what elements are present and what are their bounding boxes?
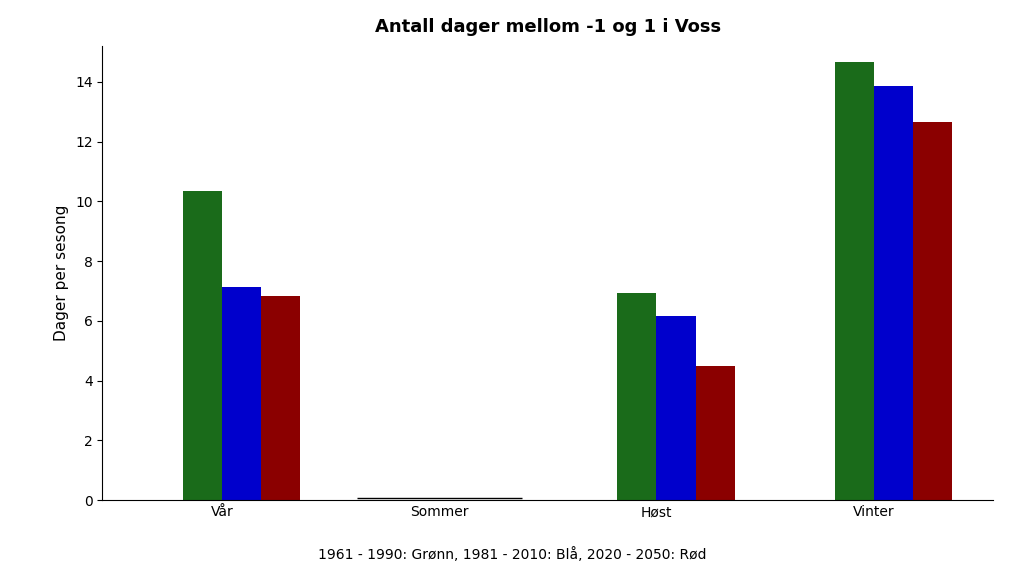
Bar <box>656 316 695 500</box>
Bar <box>222 286 261 500</box>
Bar <box>835 63 873 500</box>
Bar <box>617 293 656 500</box>
Bar <box>873 86 912 500</box>
Y-axis label: Dager per sesong: Dager per sesong <box>54 205 70 342</box>
Bar <box>695 366 734 500</box>
Bar <box>912 122 952 500</box>
Title: Antall dager mellom -1 og 1 i Voss: Antall dager mellom -1 og 1 i Voss <box>375 18 721 36</box>
Bar <box>183 191 222 500</box>
Text: 1961 - 1990: Grønn, 1981 - 2010: Blå, 2020 - 2050: Rød: 1961 - 1990: Grønn, 1981 - 2010: Blå, 20… <box>317 547 707 562</box>
Bar <box>261 296 300 500</box>
